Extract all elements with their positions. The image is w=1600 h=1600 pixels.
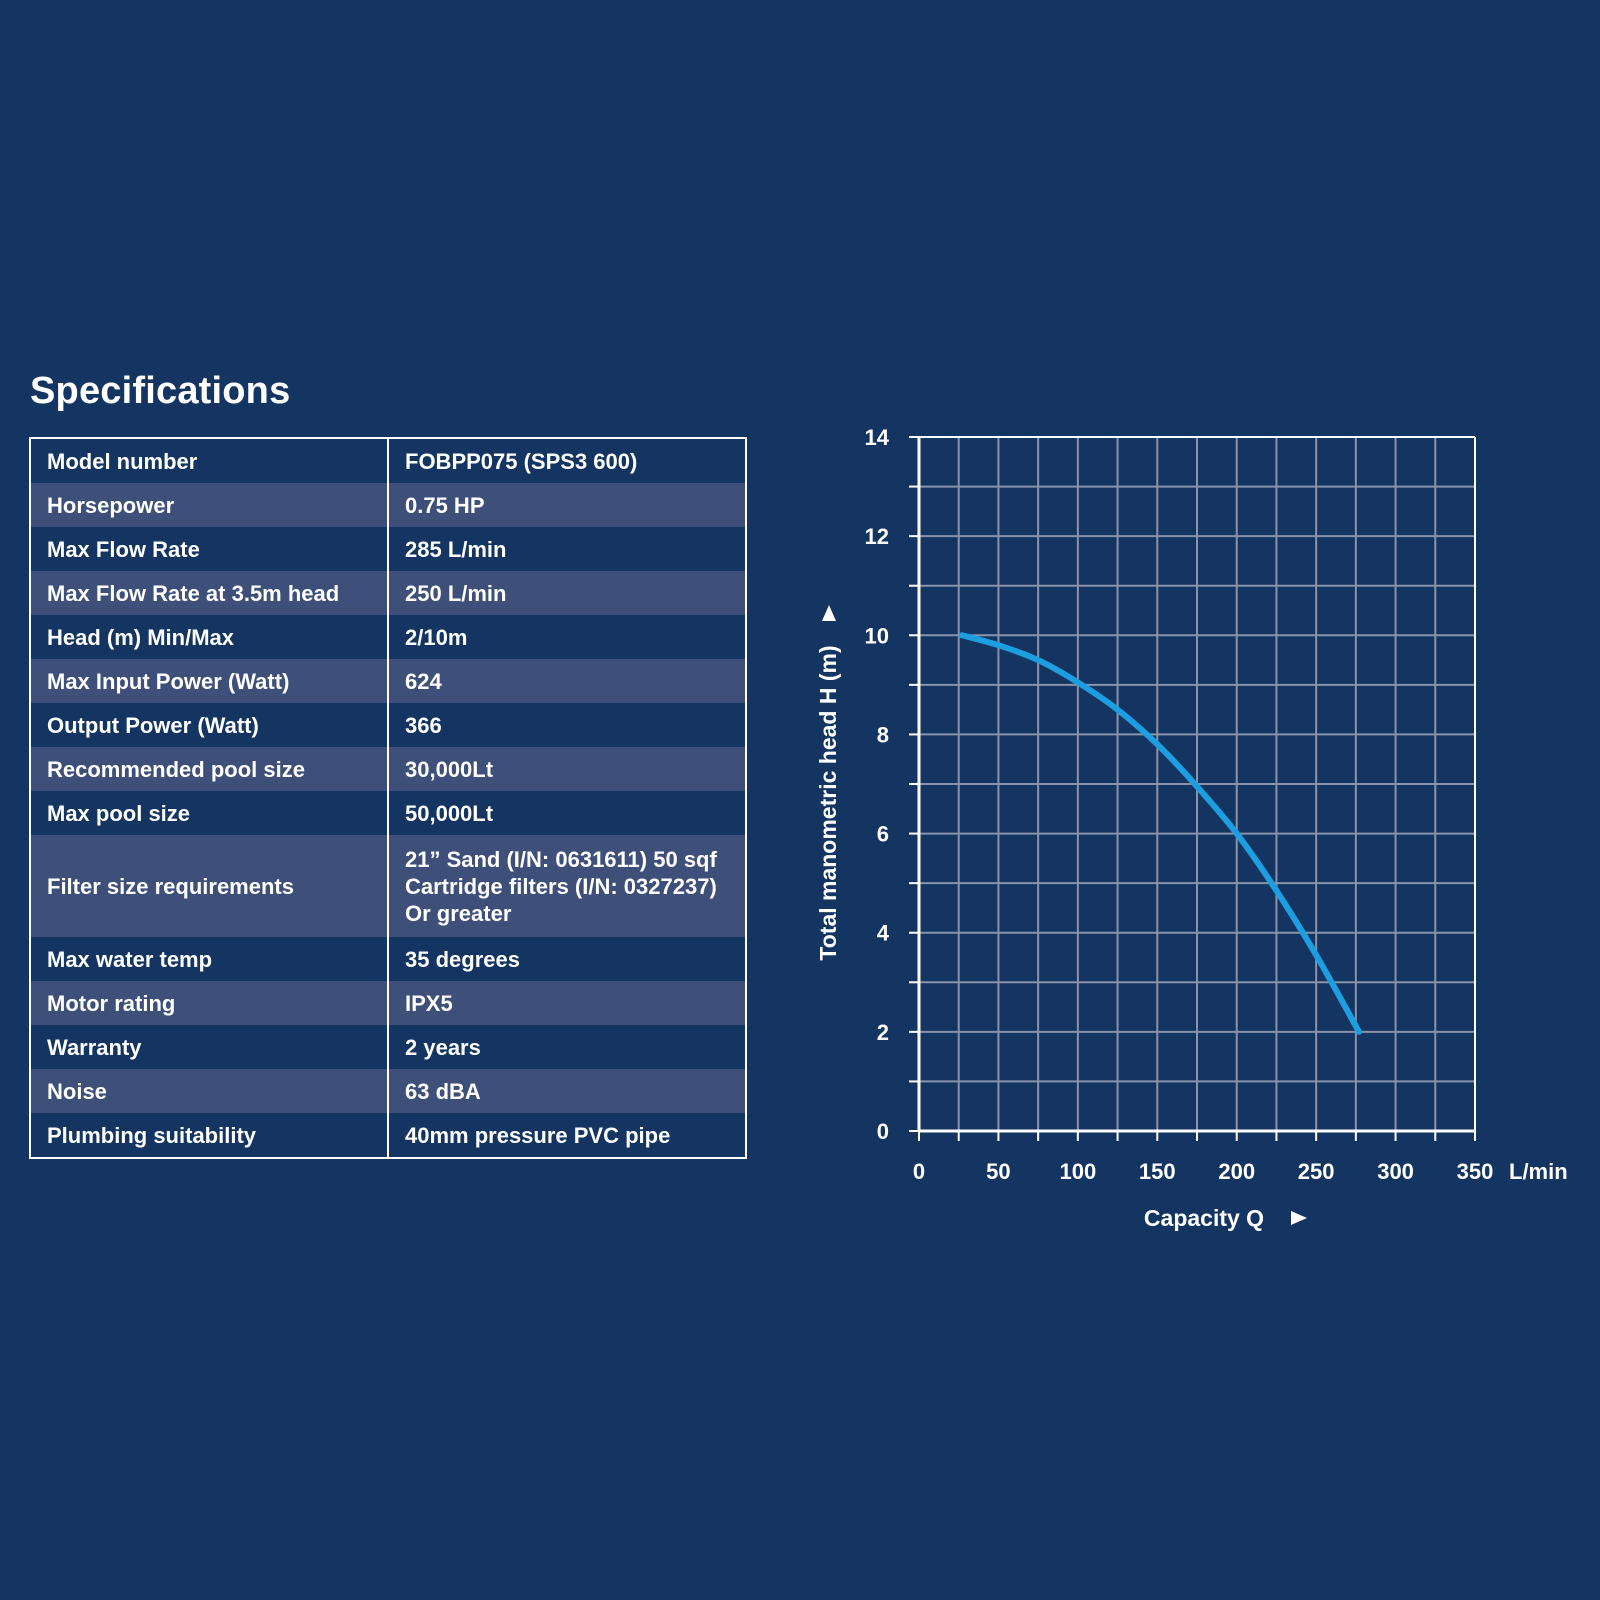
table-row: Warranty 2 years	[30, 1025, 746, 1069]
performance-curve	[958, 632, 1363, 1035]
spec-value: 63 dBA	[388, 1069, 746, 1113]
spec-label: Recommended pool size	[30, 747, 389, 791]
x-tick-label: 250	[1298, 1159, 1335, 1184]
table-row: Max water temp 35 degrees	[30, 937, 746, 981]
spec-value-line: FOBPP075 (SPS3 600)	[405, 448, 638, 474]
spec-value-line: 50,000Lt	[405, 800, 494, 826]
x-tick-label: 50	[986, 1159, 1010, 1184]
spec-value-line: 2 years	[405, 1034, 481, 1060]
spec-label: Motor rating	[30, 981, 389, 1025]
spec-value: 285 L/min	[388, 527, 746, 571]
spec-value: 30,000Lt	[388, 747, 746, 791]
y-tick-label: 14	[865, 425, 890, 450]
spec-value: 50,000Lt	[388, 791, 746, 835]
table-row: Output Power (Watt) 366	[30, 703, 746, 747]
x-axis-label: Capacity Q	[1144, 1205, 1264, 1231]
y-tick-label: 4	[877, 921, 890, 946]
chart-axis-labels: Capacity Q Total manometric head H (m)	[815, 605, 1307, 1231]
spec-value-line: 250 L/min	[405, 580, 507, 606]
table-row: Filter size requirements 21” Sand (I/N: 0…	[30, 835, 746, 937]
spec-value: 35 degrees	[388, 937, 746, 981]
x-tick-label: 300	[1377, 1159, 1414, 1184]
table-row: Noise 63 dBA	[30, 1069, 746, 1113]
table-row: Model number FOBPP075 (SPS3 600)	[30, 438, 746, 483]
spec-value: FOBPP075 (SPS3 600)	[388, 438, 746, 483]
table-row: Motor rating IPX5	[30, 981, 746, 1025]
y-tick-label: 2	[877, 1020, 889, 1045]
y-axis-arrow-icon	[822, 605, 836, 621]
specifications-table: Model number FOBPP075 (SPS3 600) Horsepowe…	[29, 437, 747, 1159]
spec-label: Max Flow Rate	[30, 527, 389, 571]
spec-value: 624	[388, 659, 746, 703]
spec-value-line: 40mm pressure PVC pipe	[405, 1122, 671, 1148]
spec-label: Max Flow Rate at 3.5m head	[30, 571, 389, 615]
table-row: Max Input Power (Watt) 624	[30, 659, 746, 703]
spec-value: 21” Sand (I/N: 0631611) 50 sqf Cartridge …	[388, 835, 746, 937]
spec-label: Plumbing suitability	[30, 1113, 389, 1158]
spec-label: Head (m) Min/Max	[30, 615, 389, 659]
spec-value-line: 30,000Lt	[405, 756, 494, 782]
spec-value-line: 285 L/min	[405, 536, 507, 562]
spec-value: 2/10m	[388, 615, 746, 659]
spec-label: Horsepower	[30, 483, 389, 527]
spec-value: 0.75 HP	[388, 483, 746, 527]
x-tick-label: 200	[1218, 1159, 1255, 1184]
spec-value-line: 0.75 HP	[405, 492, 485, 518]
spec-label: Max Input Power (Watt)	[30, 659, 389, 703]
chart-tick-labels: 0 50 100 150 200 250 300 350 L/min 0 2 4 6 8 10 12 14	[865, 425, 1568, 1184]
y-tick-label: 12	[865, 524, 889, 549]
table-row: Max Flow Rate 285 L/min	[30, 527, 746, 571]
y-tick-label: 0	[877, 1119, 889, 1144]
spec-value-line: 624	[405, 668, 442, 694]
y-tick-label: 10	[865, 623, 889, 648]
y-tick-label: 8	[877, 722, 889, 747]
chart-series	[958, 632, 1363, 1035]
table-row: Plumbing suitability 40mm pressure PVC pi…	[30, 1113, 746, 1158]
spec-value-line: 366	[405, 712, 442, 738]
spec-value-line: 63 dBA	[405, 1078, 481, 1104]
spec-value: 40mm pressure PVC pipe	[388, 1113, 746, 1158]
spec-value-line: 2/10m	[405, 624, 468, 650]
x-tick-label: 350	[1457, 1159, 1494, 1184]
spec-value-line: IPX5	[405, 990, 453, 1016]
table-row: Head (m) Min/Max 2/10m	[30, 615, 746, 659]
spec-value-line: Cartridge filters (I/N: 0327237)	[405, 873, 717, 899]
chart-axes	[909, 436, 1476, 1141]
x-unit-label: L/min	[1509, 1159, 1568, 1184]
spec-value: IPX5	[388, 981, 746, 1025]
spec-value-line: 35 degrees	[405, 946, 520, 972]
spec-value: 250 L/min	[388, 571, 746, 615]
x-tick-label: 100	[1059, 1159, 1096, 1184]
x-tick-label: 0	[913, 1159, 925, 1184]
spec-label: Max pool size	[30, 791, 389, 835]
spec-label: Max water temp	[30, 937, 389, 981]
table-row: Max Flow Rate at 3.5m head 250 L/min	[30, 571, 746, 615]
table-row: Horsepower 0.75 HP	[30, 483, 746, 527]
x-tick-label: 150	[1139, 1159, 1176, 1184]
x-axis-arrow-icon	[1291, 1211, 1307, 1225]
spec-label: Noise	[30, 1069, 389, 1113]
spec-label: Output Power (Watt)	[30, 703, 389, 747]
table-row: Recommended pool size 30,000Lt	[30, 747, 746, 791]
y-tick-label: 6	[877, 822, 889, 847]
spec-label: Filter size requirements	[30, 835, 389, 937]
y-axis-label: Total manometric head H (m)	[815, 645, 841, 960]
spec-value-line: 21” Sand (I/N: 0631611) 50 sqf	[405, 846, 717, 872]
table-row: Max pool size 50,000Lt	[30, 791, 746, 835]
spec-label: Model number	[30, 438, 389, 483]
spec-label: Warranty	[30, 1025, 389, 1069]
spec-value: 2 years	[388, 1025, 746, 1069]
spec-value: 366	[388, 703, 746, 747]
page-title: Specifications	[30, 370, 291, 412]
spec-value-line: Or greater	[405, 900, 512, 926]
